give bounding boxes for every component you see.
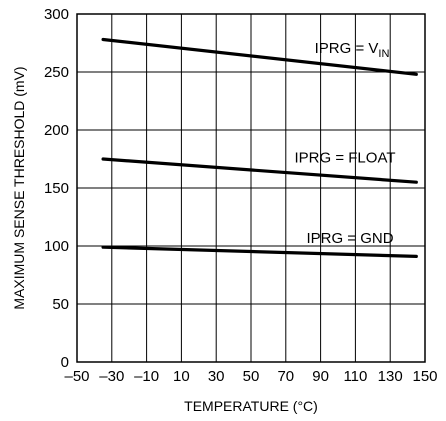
y-tick-label: 100 <box>44 238 69 255</box>
series-labels: IPRG = VIN IPRG = FLOAT IPRG = GND <box>295 40 396 247</box>
x-tick-label: –30 <box>99 368 124 385</box>
x-tick-label: 50 <box>243 368 260 385</box>
x-tick-label: 90 <box>312 368 329 385</box>
series-label: IPRG = VIN <box>315 40 390 60</box>
x-tick-label: 110 <box>343 368 367 385</box>
grid <box>77 14 425 362</box>
y-tick-label: 250 <box>44 64 69 81</box>
x-tick-label: 10 <box>173 368 190 385</box>
plot-frame <box>76 13 426 363</box>
x-tick-label: 150 <box>412 368 437 385</box>
series-label: IPRG = GND <box>306 230 393 247</box>
x-tick-label: –50 <box>64 368 89 385</box>
x-tick-label: 130 <box>378 368 403 385</box>
series-lines <box>101 37 418 258</box>
series-label: IPRG = FLOAT <box>295 150 396 167</box>
x-tick-label: 30 <box>208 368 225 385</box>
y-tick-label: 150 <box>44 180 69 197</box>
x-axis-title: TEMPERATURE (°C) <box>184 398 318 414</box>
x-tick-label: 70 <box>277 368 294 385</box>
series-line <box>101 245 418 258</box>
y-axis-title: MAXIMUM SENSE THRESHOLD (mV) <box>11 66 27 309</box>
y-tick-label: 0 <box>61 354 69 371</box>
y-axis-ticks: 0 50 100 150 200 250 300 <box>44 6 69 371</box>
x-tick-label: –10 <box>134 368 159 385</box>
y-tick-label: 300 <box>44 6 69 23</box>
x-axis-ticks: –50 –30 –10 10 30 50 70 90 110 130 150 <box>64 368 437 385</box>
y-tick-label: 50 <box>52 296 69 313</box>
series-line <box>101 37 418 76</box>
y-tick-label: 200 <box>44 122 69 139</box>
series-line <box>101 157 418 184</box>
